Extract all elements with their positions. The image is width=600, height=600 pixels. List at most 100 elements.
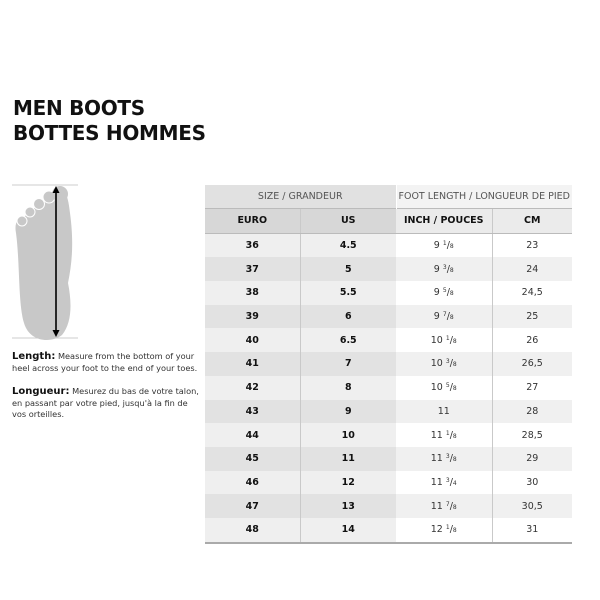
inch-denominator: 8 [452, 337, 457, 345]
inch-numerator: 3 [442, 263, 447, 271]
us-size: 13 [299, 494, 396, 518]
euro-size: 42 [205, 375, 300, 400]
table-row: 42 8 10 5/8 27 [205, 375, 572, 400]
euro-size: 36 [205, 233, 300, 258]
cm-length: 23 [491, 233, 572, 258]
euro-size: 37 [205, 257, 300, 282]
inch-whole: 9 [433, 263, 440, 275]
inch-denominator: 8 [449, 243, 454, 251]
inch-denominator: 8 [452, 456, 457, 464]
table-row: 39 6 9 7/8 25 [205, 304, 572, 329]
inch-denominator: 8 [452, 527, 457, 535]
inch-whole: 9 [433, 287, 440, 299]
cm-length: 31 [491, 517, 572, 544]
size-chart-table: SIZE / GRANDEUR FOOT LENGTH / LONGUEUR D… [205, 185, 572, 544]
inch-numerator: 1 [445, 429, 450, 437]
foot-measure-icon [12, 184, 78, 340]
cm-length: 28,5 [491, 423, 572, 447]
inch-whole: 11 [430, 453, 443, 465]
inch-length: 11 7/8 [396, 494, 492, 518]
table-row: 46 12 11 3/4 30 [205, 470, 572, 495]
table-row: 47 13 11 7/8 30,5 [205, 494, 572, 518]
page-title: MEN BOOTS BOTTES HOMMES [13, 96, 206, 146]
inch-whole: 9 [433, 240, 440, 252]
inch-length: 11 3/8 [396, 446, 492, 471]
inch-length: 11 [396, 399, 492, 424]
inch-denominator: 8 [449, 314, 454, 322]
euro-size: 44 [205, 423, 300, 447]
euro-size: 39 [205, 304, 300, 329]
inch-numerator: 1 [445, 524, 450, 532]
inch-length: 9 5/8 [396, 281, 492, 305]
inch-numerator: 5 [445, 382, 450, 390]
euro-size: 41 [205, 352, 300, 376]
inch-denominator: 8 [452, 361, 457, 369]
euro-size: 46 [205, 470, 300, 495]
inch-whole: 11 [437, 405, 450, 417]
inch-length: 10 3/8 [396, 352, 492, 376]
inch-whole: 9 [433, 311, 440, 323]
us-size: 8 [299, 375, 396, 400]
longueur-text: Mesurez du bas de votre talon, en passan… [12, 386, 199, 419]
us-size: 14 [299, 517, 396, 544]
column-header-cm: CM [491, 208, 572, 234]
cm-length: 26,5 [491, 352, 572, 376]
euro-size: 40 [205, 328, 300, 353]
euro-size: 43 [205, 399, 300, 424]
length-instruction-fr: Longueur: Mesurez du bas de votre talon,… [12, 386, 202, 421]
length-instruction-en: Length: Measure from the bottom of your … [12, 351, 202, 374]
cm-length: 24,5 [491, 281, 572, 305]
inch-length: 9 1/8 [396, 233, 492, 258]
table-row: 36 4.5 9 1/8 23 [205, 233, 572, 258]
inch-denominator: 8 [452, 385, 457, 393]
us-size: 6.5 [299, 328, 396, 353]
table-row: 45 11 11 3/8 29 [205, 446, 572, 471]
table-row: 43 9 11 28 [205, 399, 572, 424]
inch-numerator: 1 [442, 240, 447, 248]
inch-whole: 12 [430, 524, 443, 536]
inch-length: 9 7/8 [396, 304, 492, 329]
longueur-label: Longueur: [12, 386, 70, 397]
group-header-size: SIZE / GRANDEUR [205, 185, 397, 209]
length-label: Length: [12, 351, 56, 362]
us-size: 4.5 [299, 233, 396, 258]
cm-length: 24 [491, 257, 572, 282]
table-row: 40 6.5 10 1/8 26 [205, 328, 572, 353]
table-row: 41 7 10 3/8 26,5 [205, 352, 572, 376]
euro-size: 47 [205, 494, 300, 518]
us-size: 9 [299, 399, 396, 424]
table-row: 38 5.5 9 5/8 24,5 [205, 281, 572, 305]
inch-length: 9 3/8 [396, 257, 492, 282]
cm-length: 26 [491, 328, 572, 353]
inch-numerator: 3 [445, 476, 450, 484]
inch-length: 10 5/8 [396, 375, 492, 400]
table-row: 44 10 11 1/8 28,5 [205, 423, 572, 447]
us-size: 5 [299, 257, 396, 282]
us-size: 12 [299, 470, 396, 495]
us-size: 6 [299, 304, 396, 329]
us-size: 11 [299, 446, 396, 471]
inch-whole: 10 [430, 382, 443, 394]
inch-whole: 11 [430, 429, 443, 441]
inch-numerator: 3 [445, 453, 450, 461]
euro-size: 45 [205, 446, 300, 471]
table-row: 48 14 12 1/8 31 [205, 517, 572, 544]
inch-numerator: 3 [445, 358, 450, 366]
inch-denominator: 8 [452, 432, 457, 440]
inch-whole: 11 [430, 500, 443, 512]
cm-length: 29 [491, 446, 572, 471]
inch-length: 12 1/8 [396, 517, 492, 544]
us-size: 7 [299, 352, 396, 376]
inch-length: 11 1/8 [396, 423, 492, 447]
cm-length: 30,5 [491, 494, 572, 518]
title-english: MEN BOOTS [13, 96, 145, 120]
inch-length: 11 3/4 [396, 470, 492, 495]
column-header-inch: INCH / POUCES [396, 208, 492, 234]
length-text: Measure from the bottom of your heel acr… [12, 351, 198, 373]
inch-length: 10 1/8 [396, 328, 492, 353]
column-header-us: US [299, 208, 396, 234]
inch-numerator: 1 [445, 334, 450, 342]
euro-size: 38 [205, 281, 300, 305]
group-header-foot-length: FOOT LENGTH / LONGUEUR DE PIED [396, 185, 572, 209]
inch-numerator: 7 [445, 500, 450, 508]
